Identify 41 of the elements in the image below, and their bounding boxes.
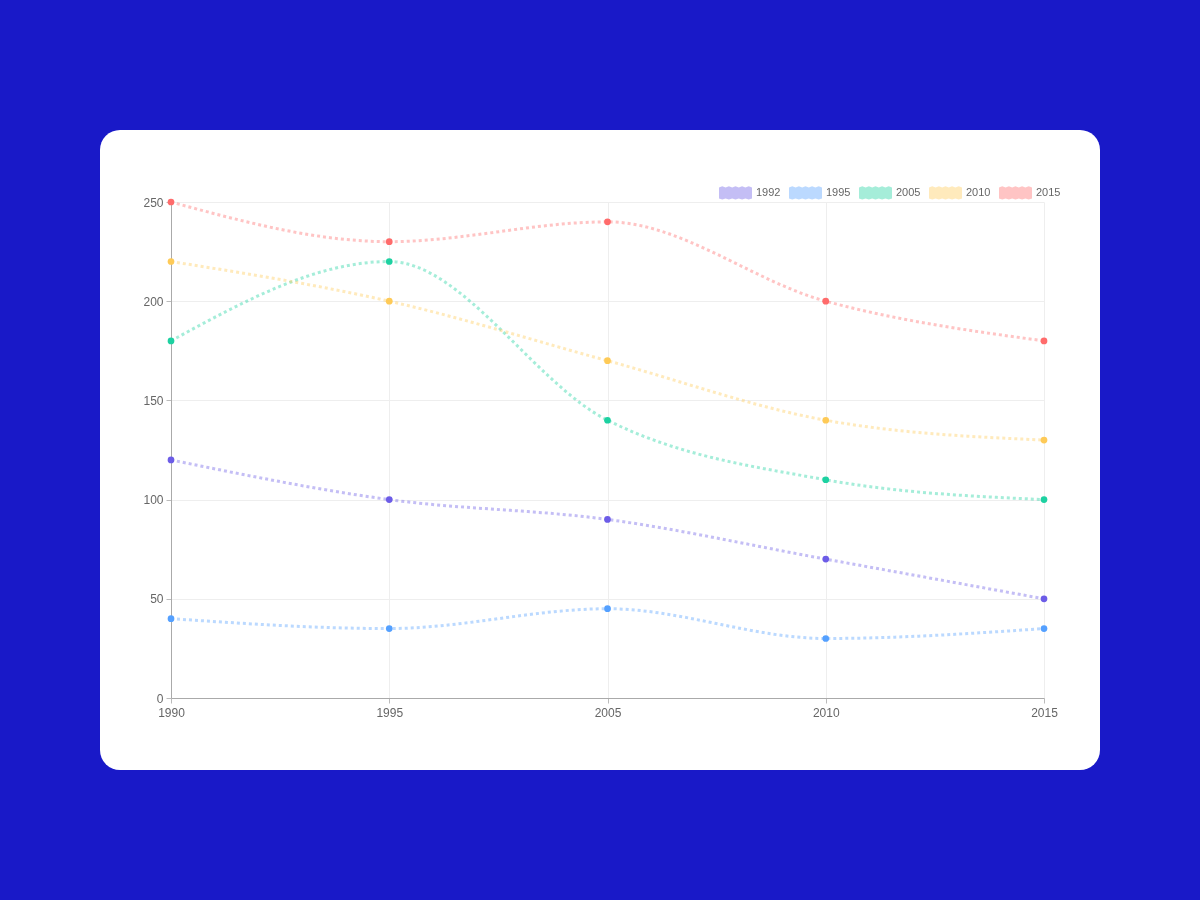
x-tick-label: 2015: [1031, 705, 1059, 720]
legend-label: 2010: [966, 185, 991, 198]
point: [604, 357, 611, 365]
point: [1040, 337, 1048, 345]
point: [604, 516, 611, 523]
point: [167, 615, 175, 622]
x-tick-label: 2005: [594, 705, 622, 720]
y-tick-label: 200: [143, 294, 164, 309]
point: [385, 258, 393, 265]
point: [822, 297, 830, 305]
x-tick-label: 1990: [158, 705, 186, 720]
x-tick-label: 2010: [812, 705, 840, 720]
point: [822, 476, 830, 484]
x-tick-label: 1995: [376, 705, 404, 720]
legend-label: 2015: [1036, 185, 1061, 198]
point: [822, 555, 830, 563]
point: [1040, 436, 1048, 444]
point: [167, 258, 175, 265]
y-tick-label: 150: [143, 393, 164, 408]
y-tick-label: 250: [143, 195, 164, 210]
point: [167, 456, 175, 464]
point: [1040, 496, 1048, 503]
y-tick-label: 100: [143, 493, 164, 508]
point: [1040, 595, 1048, 603]
point: [604, 218, 611, 226]
point: [385, 625, 393, 632]
point: [1040, 625, 1048, 632]
point: [822, 416, 830, 424]
point: [822, 635, 830, 642]
point: [385, 297, 393, 305]
legend-label: 1992: [756, 185, 781, 198]
point: [385, 496, 393, 503]
point: [167, 198, 175, 206]
legend-label: 1995: [826, 185, 851, 198]
point: [604, 605, 611, 613]
legend-label: 2005: [896, 185, 921, 198]
y-tick-label: 50: [150, 592, 164, 607]
y-tick-label: 0: [156, 691, 164, 706]
point: [167, 337, 175, 345]
point: [604, 416, 611, 424]
point: [385, 238, 393, 246]
